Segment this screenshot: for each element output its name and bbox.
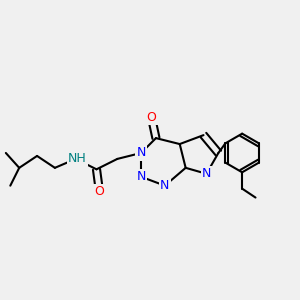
Text: NH: NH bbox=[68, 152, 87, 165]
Text: N: N bbox=[160, 179, 170, 192]
Text: N: N bbox=[136, 170, 146, 183]
Text: N: N bbox=[136, 146, 146, 160]
Text: N: N bbox=[202, 167, 211, 180]
Text: O: O bbox=[94, 185, 104, 198]
Text: O: O bbox=[146, 111, 156, 124]
